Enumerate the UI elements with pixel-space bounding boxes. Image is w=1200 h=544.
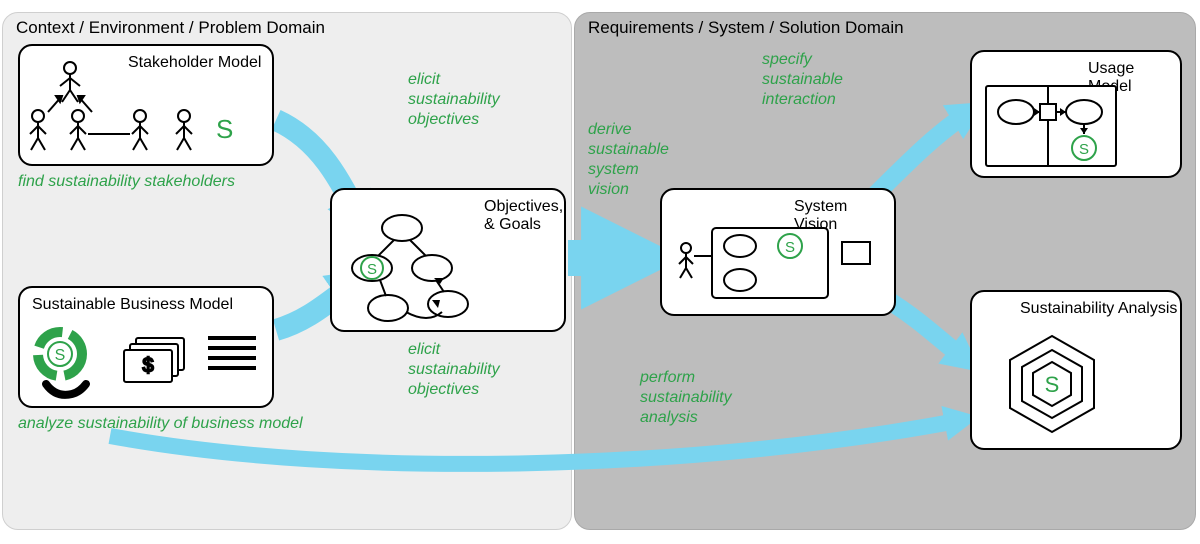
svg-text:S: S [55, 347, 66, 364]
svg-text:$: $ [142, 355, 153, 377]
system-vision-box: System Vision S [660, 188, 896, 316]
objectives-box: Objectives, & Goals S [330, 188, 566, 332]
system-vision-title: System Vision [794, 198, 894, 234]
label-elicit-bottom: elicit sustainability objectives [408, 340, 500, 400]
label-analyze-business: analyze sustainability of business model [18, 414, 303, 434]
svg-text:S: S [1079, 141, 1089, 158]
label-elicit-top: elicit sustainability objectives [408, 70, 500, 130]
sustainability-analysis-title: Sustainability Analysis [1020, 300, 1177, 318]
usage-model-box: Usage Model S [970, 50, 1182, 178]
label-specify-interaction: specify sustainable interaction [762, 50, 843, 110]
business-model-title: Sustainable Business Model [32, 296, 233, 314]
label-find-stakeholders: find sustainability stakeholders [18, 172, 235, 192]
objectives-title: Objectives, & Goals [484, 198, 563, 234]
svg-text:S: S [367, 261, 377, 278]
label-derive-vision: derive sustainable system vision [588, 120, 669, 200]
svg-text:S: S [1045, 372, 1060, 397]
usage-model-title: Usage Model [1088, 60, 1180, 96]
stakeholder-model-box: Stakeholder Model S [18, 44, 274, 166]
label-perform-analysis: perform sustainability analysis [640, 368, 732, 428]
s-icon: S [216, 114, 233, 144]
stakeholder-model-title: Stakeholder Model [128, 54, 261, 72]
domain-left-title: Context / Environment / Problem Domain [16, 18, 325, 38]
domain-right-title: Requirements / System / Solution Domain [588, 18, 904, 38]
sustainability-analysis-box: Sustainability Analysis S [970, 290, 1182, 450]
svg-text:S: S [785, 239, 795, 256]
business-model-box: Sustainable Business Model S $ [18, 286, 274, 408]
